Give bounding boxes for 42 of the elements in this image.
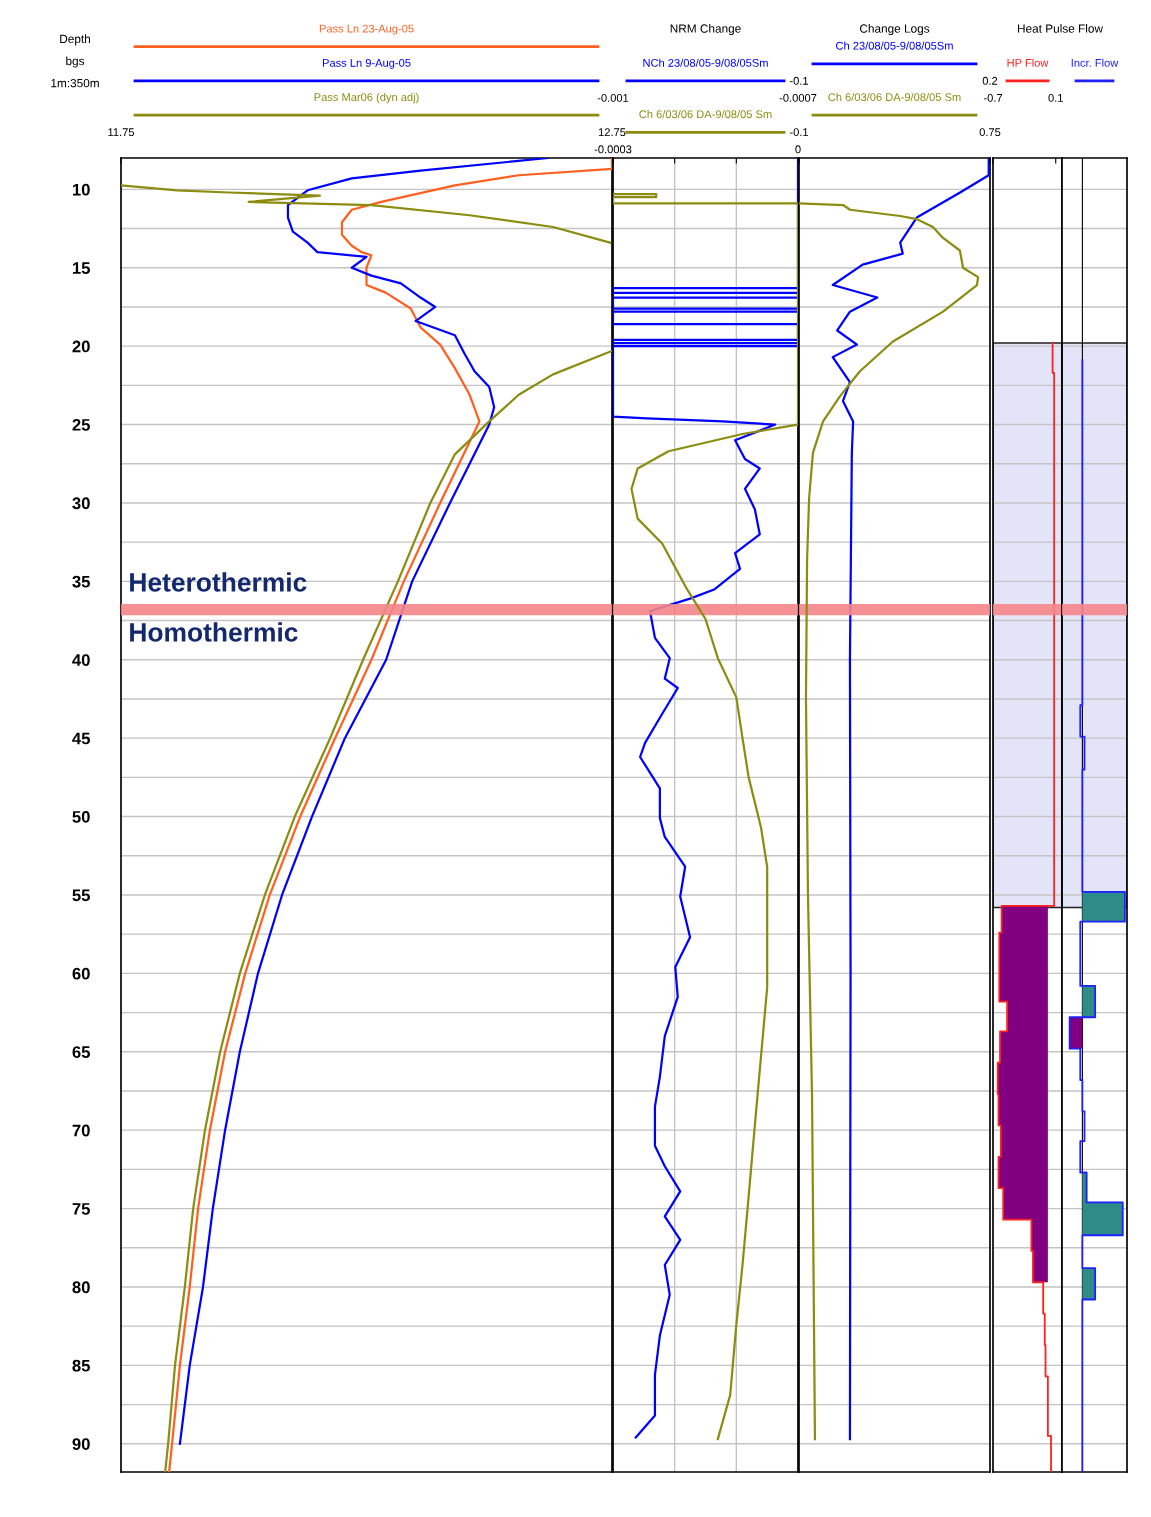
x-tick-label: -0.001	[597, 94, 629, 102]
y-tick-label: 85	[72, 1359, 90, 1372]
x-tick-label: 11.75	[108, 128, 135, 137]
y-tick-label: 75	[72, 1203, 90, 1215]
text: NCh 23/08/05-9/08/05Sm	[643, 58, 768, 67]
y-tick-label: 65	[72, 1046, 90, 1058]
y-tick-label: 45	[72, 732, 90, 745]
y-tick-label: 20	[72, 340, 90, 353]
chart-title: Heat Pulse Flow	[1017, 24, 1104, 33]
y-tick-label: 35	[72, 575, 90, 588]
text: Pass Ln 9-Aug-05	[322, 58, 411, 69]
y-tick-label: 50	[72, 810, 90, 823]
chart-title: Change Logs	[859, 24, 930, 36]
y-axis-title: Depth bgs 1m:350m	[51, 34, 99, 88]
y-tick-label: 30	[72, 497, 90, 510]
x-tick-label: -0.7	[983, 94, 1003, 102]
y-tick-label: 10	[72, 183, 90, 196]
text: Ch 23/08/05-9/08/05Sm	[836, 41, 953, 50]
y-tick-label: 40	[72, 654, 90, 666]
text: Incr. Flow	[1071, 58, 1119, 67]
x2-tick-label: 0	[795, 145, 801, 154]
text: HP Flow	[1007, 58, 1049, 67]
y-tick-label: 15	[72, 262, 90, 274]
x-tick-label: -0.0007	[779, 94, 817, 102]
x-tick-label: 0.1	[1048, 94, 1063, 102]
x2-tick-label: 0.75	[979, 128, 1001, 137]
text: Ch 6/03/06 DA-9/08/05 Sm	[828, 92, 961, 102]
y-tick-label: 25	[72, 418, 90, 431]
text: Pass Mar06 (dyn adj)	[314, 92, 419, 104]
x-tick-label: 0.2	[982, 76, 998, 85]
y-tick-label: 90	[72, 1438, 90, 1450]
y-tick-label: 80	[72, 1281, 90, 1294]
chart-title: NRM Change	[670, 24, 741, 36]
x-tick-label: 12.75	[598, 128, 626, 137]
y-tick-label: 60	[72, 967, 90, 980]
y-tick-label: 55	[72, 889, 90, 902]
x2-tick-label: -0.0003	[594, 145, 632, 154]
annotation: Homothermic	[130, 622, 298, 642]
text: Ch 6/03/06 DA-9/08/05 Sm	[639, 110, 772, 119]
y-tick-label: 70	[72, 1124, 90, 1137]
annotation: Heterothermic	[130, 572, 307, 592]
text: Pass Ln 23-Aug-05	[319, 24, 414, 35]
